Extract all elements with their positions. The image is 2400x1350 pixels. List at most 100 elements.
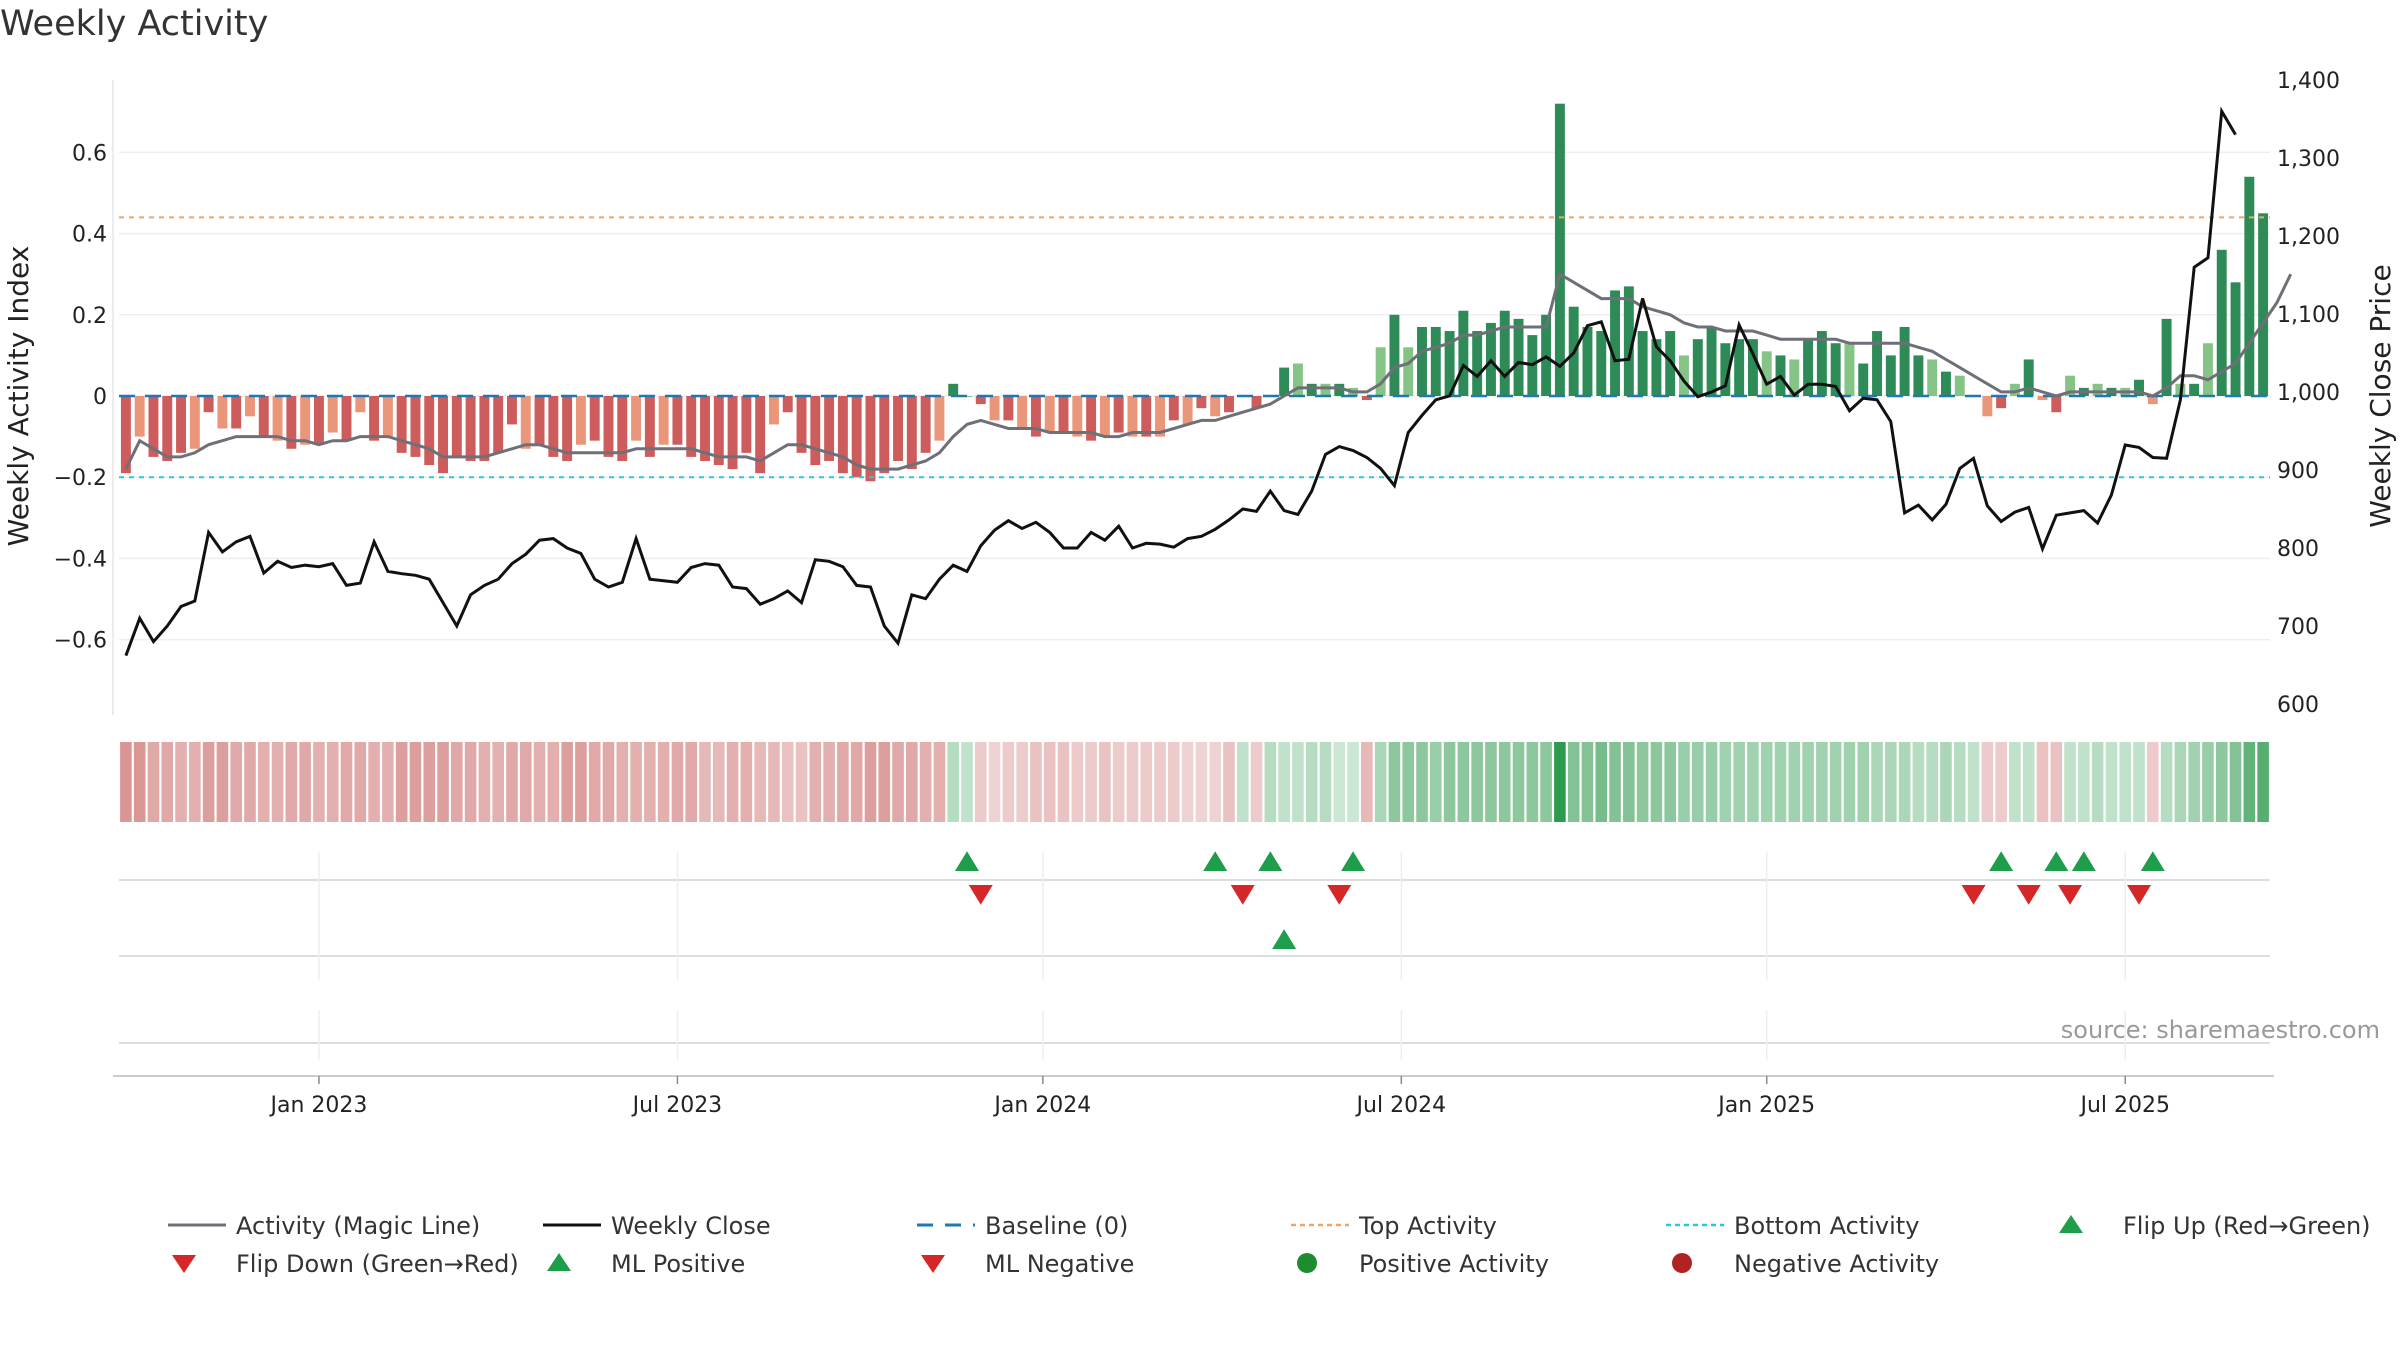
heat-cell [451,742,463,822]
heat-cell [1871,742,1883,822]
activity-bar [879,396,890,474]
flip-up-marker [954,851,979,871]
activity-bar [1017,396,1028,429]
heat-cell [1085,742,1097,822]
activity-bar [189,396,200,449]
heat-cell [1181,742,1194,822]
activity-bar [603,396,614,457]
activity-bar [2161,318,2172,396]
axes: 0.6 0.4 0.2 0 −0.2 −0.4 −0.6 1,400 1,300 1,200 1,1… [2,69,2397,718]
activity-bar [1899,326,1910,396]
heat-cell [2257,742,2269,822]
activity-heat-strip [120,742,2269,822]
activity-bar [782,396,793,413]
heat-cell [616,742,629,822]
activity-bar [1320,383,1331,396]
activity-bar [1692,339,1703,396]
activity-bar [1361,396,1372,401]
legend-label: Bottom Activity [1734,1212,1919,1240]
heat-cell [1498,742,1511,822]
activity-bar [1375,347,1386,396]
heat-cell [1292,742,1304,822]
legend-swatch [547,1253,571,1271]
heat-cell [575,742,587,822]
activity-bar [1141,396,1152,437]
activity-bar [1168,396,1179,421]
heat-cell [933,742,946,822]
activity-bar [1747,339,1758,396]
activity-bar [231,396,242,429]
heat-cell [1374,742,1387,822]
activity-bar [2009,383,2020,396]
heat-cell [1002,742,1015,822]
activity-bar [396,396,407,453]
y-left-tick-label: 0.6 [72,141,107,166]
legend-label: Flip Up (Red→Green) [2123,1212,2371,1240]
flip-down-marker [2016,885,2041,905]
activity-bar [865,396,876,482]
heat-cell [1512,742,1525,822]
legend-label: Weekly Close [611,1212,771,1240]
activity-bar [920,396,931,453]
legend-item-negact: Negative Activity [1672,1250,1939,1278]
flip-up-marker [2071,851,2096,871]
y-right-tick-label: 800 [2277,537,2319,562]
activity-bars [120,103,2269,482]
heat-cell [1843,742,1856,822]
heat-cell [685,742,698,822]
activity-bar [1706,326,1717,396]
legend-label: Activity (Magic Line) [236,1212,480,1240]
heat-cell [795,742,808,822]
activity-bar [382,396,393,437]
heat-cell [2229,742,2242,822]
heat-cell [1581,742,1594,822]
heat-cell [657,742,670,822]
activity-bar [1072,396,1083,437]
flip-up-marker [1989,851,2014,871]
heat-cell [671,742,684,822]
activity-bar [451,396,462,457]
activity-bar [700,396,710,461]
activity-bar [1623,286,1634,396]
activity-bar [1058,396,1069,433]
activity-bar [851,396,862,478]
activity-bar [672,396,683,445]
activity-bar [217,396,228,429]
activity-bar [2023,359,2034,396]
heat-cell [1705,742,1718,822]
heat-cell [726,742,739,822]
heat-cell [1209,742,1221,822]
heat-cell [1250,742,1263,822]
chart-title: Weekly Activity [0,4,269,44]
heat-cell [547,742,560,822]
activity-bar [824,396,835,461]
activity-bar [203,396,214,413]
activity-bar [1210,396,1221,417]
y-left-tick-label: 0.4 [72,223,107,248]
series-lines [124,106,2293,657]
heat-cell [409,742,422,822]
activity-bar [2134,379,2144,396]
activity-bar [1679,355,1689,396]
heat-cell [1719,742,1732,822]
y-left-tick-label: −0.4 [54,547,107,572]
heat-cell [1099,742,1111,822]
activity-bar [465,396,476,461]
activity-bar [1610,290,1621,396]
heat-cell [1912,742,1925,822]
heat-cell [133,742,146,822]
activity-bar [631,396,642,441]
heat-cell [147,742,160,822]
activity-bar [2092,383,2103,396]
heat-cell [1057,742,1070,822]
activity-bar [2216,249,2227,396]
legend-swatch [1297,1253,1317,1273]
heat-cell [768,742,780,822]
legend-item-bottom: Bottom Activity [1666,1212,1919,1240]
activity-bar [1954,375,1965,396]
legend-item-flipup: Flip Up (Red→Green) [2059,1212,2371,1240]
activity-bar [2189,383,2200,396]
legend-item-flipdown: Flip Down (Green→Red) [172,1250,519,1278]
legend-item-baseline: Baseline (0) [917,1212,1128,1240]
heat-cell [1788,742,1801,822]
